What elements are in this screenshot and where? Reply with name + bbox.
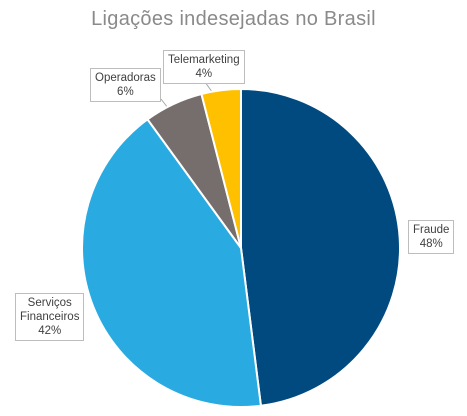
slice-label-servicos-line2: Financeiros: [20, 311, 80, 323]
slice-label-servicos-line1: Serviços: [27, 297, 72, 309]
operadoras-label: Operadoras 6%: [90, 68, 161, 102]
slice-telemarketing: [200, 87, 242, 249]
servicos-financeiros-label: Serviços Financeiros 42%: [15, 293, 85, 341]
slice-fraude: [240, 87, 401, 407]
telemarketing-label: Telemarketing 4%: [163, 50, 245, 84]
slice-label-telemarketing: Telemarketing: [168, 54, 240, 66]
chart-title: Ligações indesejadas no Brasil: [91, 8, 376, 30]
slice-value-fraude: 48%: [419, 238, 443, 250]
slice-label-operadoras: Operadoras: [95, 72, 156, 84]
slice-value-servicos: 42%: [38, 325, 62, 337]
slice-label-fraude: Fraude: [413, 224, 450, 236]
slice-value-telemarketing: 4%: [195, 68, 213, 80]
fraude-label: Fraude 48%: [408, 220, 455, 254]
slice-servicos-financeiros: [81, 117, 263, 408]
slice-value-operadoras: 6%: [117, 86, 134, 98]
